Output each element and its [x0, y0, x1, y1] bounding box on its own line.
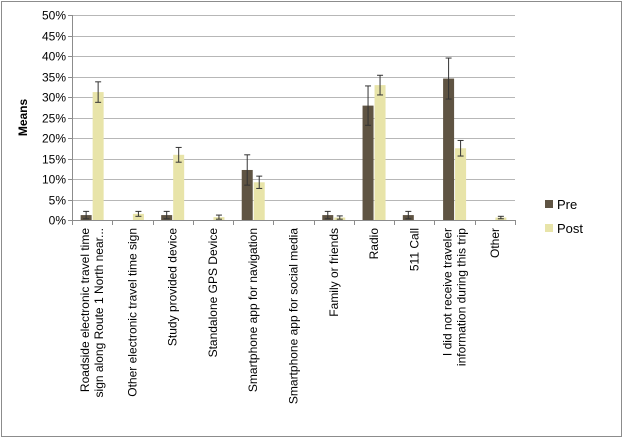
category-label: Family or friends: [327, 228, 341, 317]
y-tick-label: 30%: [42, 91, 66, 105]
y-tick-label: 45%: [42, 30, 66, 44]
y-tick-label: 20%: [42, 132, 66, 146]
category-label: Other: [488, 228, 502, 258]
bar-post: [455, 148, 467, 220]
category-label: sign along Route 1 North near...: [92, 228, 106, 397]
category-label: Smartphone app for social media: [287, 228, 301, 404]
category-label: Smartphone app for navigation: [246, 228, 260, 392]
bar-post: [374, 85, 386, 220]
legend-swatch-post: [545, 224, 553, 232]
bar-post: [132, 213, 144, 220]
legend-label-post: Post: [557, 221, 583, 236]
category-label: Radio: [367, 228, 381, 260]
category-label: Other electronic travel time sign: [125, 228, 139, 397]
category-label: 511 Call: [407, 228, 421, 271]
bar-pre: [362, 105, 374, 220]
y-tick-label: 35%: [42, 71, 66, 85]
category-label: Standalone GPS Device: [206, 228, 220, 358]
legend-swatch-pre: [545, 200, 553, 208]
category-label: I did not receive traveler: [441, 228, 455, 356]
y-tick-label: 0%: [49, 214, 67, 228]
bar-post: [92, 92, 104, 220]
category-label: Study provided device: [166, 228, 180, 346]
bar-pre: [443, 78, 455, 220]
y-tick-label: 15%: [42, 153, 66, 167]
y-tick-label: 40%: [42, 50, 66, 64]
bar-pre: [241, 169, 253, 220]
legend-label-pre: Pre: [557, 197, 577, 212]
y-tick-label: 50%: [42, 9, 66, 23]
y-tick-label: 25%: [42, 112, 66, 126]
y-axis-label: Means: [16, 99, 30, 137]
category-label: information during this trip: [455, 228, 469, 366]
y-tick-label: 5%: [49, 194, 67, 208]
y-tick-label: 10%: [42, 173, 66, 187]
category-label: Roadside electronic travel time: [78, 228, 92, 392]
bar-post: [173, 154, 185, 220]
bar-post: [253, 182, 265, 220]
